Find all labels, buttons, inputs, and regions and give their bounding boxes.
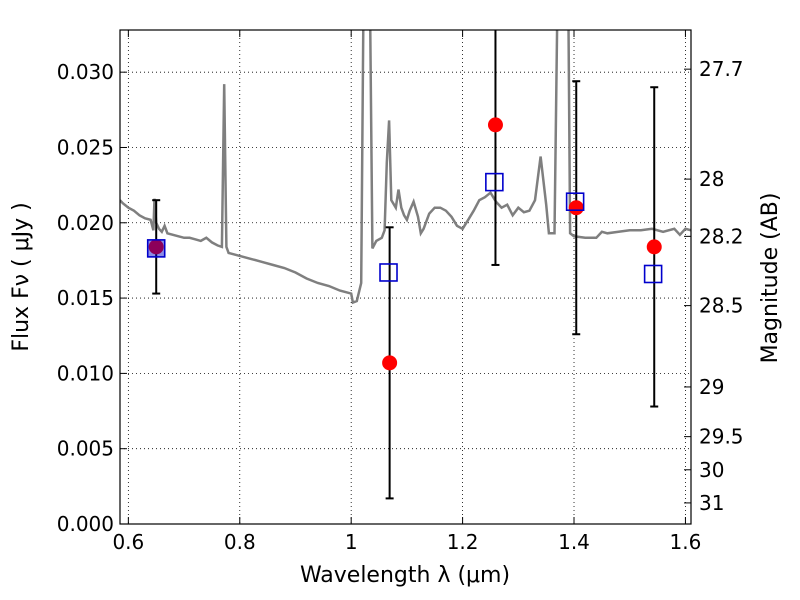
right-tick-label: 29	[699, 375, 724, 399]
x-axis-label: Wavelength λ (μm)	[300, 563, 510, 588]
x-tick-label: 1	[345, 530, 358, 554]
model-point-1	[379, 263, 398, 282]
y-tick-label: 0.005	[57, 437, 114, 461]
x-tick-label: 1.4	[558, 530, 590, 554]
y-tick-label: 0.025	[57, 135, 114, 159]
x-tick-label: 0.6	[112, 530, 144, 554]
axis-ticks: 0.6 0.8 1 1.2 1.4 1.6 0.000 0.005 0.010 0.015 0.02…	[57, 30, 744, 554]
y-tick-label: 0.030	[57, 60, 114, 84]
right-tick-label: 31	[699, 491, 724, 515]
model-point-2	[485, 172, 504, 192]
observed-point-4	[646, 239, 662, 255]
x-tick-label: 1.6	[670, 530, 702, 554]
observed-point-3	[568, 200, 584, 216]
observed-point-0	[148, 239, 164, 255]
model-point-4	[643, 264, 663, 284]
right-tick-label: 28.2	[699, 224, 744, 248]
y-tick-label: 0.010	[57, 361, 114, 385]
plot-frame	[119, 29, 692, 525]
right-axis-label: Magnitude (AB)	[758, 193, 783, 364]
right-tick-label: 30	[699, 458, 724, 482]
right-tick-label: 27.7	[699, 57, 744, 81]
observed-point-1	[382, 355, 398, 371]
y-tick-label: 0.015	[57, 286, 114, 310]
observed-point-2	[487, 117, 503, 133]
right-tick-label: 28	[699, 167, 724, 191]
model-point-3	[565, 192, 585, 211]
y-tick-label: 0.020	[57, 211, 114, 235]
grid	[120, 30, 691, 525]
x-tick-label: 0.8	[224, 530, 256, 554]
right-tick-label: 29.5	[699, 425, 744, 449]
x-tick-label: 1.2	[447, 530, 479, 554]
model-point-0	[146, 239, 166, 258]
data-points	[146, 30, 663, 500]
y-tick-label: 0.000	[57, 512, 114, 536]
spectrum-line	[120, 30, 691, 305]
right-tick-label: 28.5	[699, 294, 744, 318]
y-axis-label: Flux Fν ( μJy )	[9, 202, 34, 351]
